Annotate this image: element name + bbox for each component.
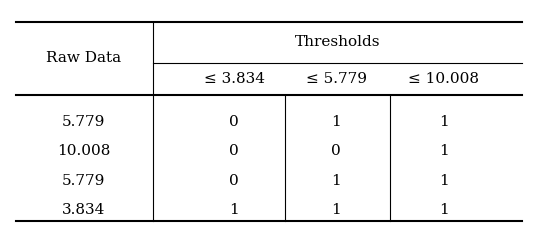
Text: Thresholds: Thresholds [295, 35, 380, 49]
Text: 1: 1 [229, 203, 239, 217]
Text: 10.008: 10.008 [56, 144, 110, 158]
Text: 3.834: 3.834 [62, 203, 105, 217]
Text: 1: 1 [439, 203, 449, 217]
Text: 0: 0 [229, 174, 239, 188]
Text: Raw Data: Raw Data [46, 51, 121, 65]
Text: 0: 0 [229, 115, 239, 129]
Text: 1: 1 [439, 115, 449, 129]
Text: 0: 0 [229, 144, 239, 158]
Text: 1: 1 [331, 115, 341, 129]
Text: 0: 0 [331, 144, 341, 158]
Text: 1: 1 [439, 174, 449, 188]
Text: 1: 1 [439, 144, 449, 158]
Text: ≤ 10.008: ≤ 10.008 [408, 72, 479, 86]
Text: ≤ 5.779: ≤ 5.779 [306, 72, 367, 86]
Text: 5.779: 5.779 [62, 115, 105, 129]
Text: 1: 1 [331, 174, 341, 188]
Text: 1: 1 [331, 203, 341, 217]
Text: ≤ 3.834: ≤ 3.834 [203, 72, 265, 86]
Text: 5.779: 5.779 [62, 174, 105, 188]
